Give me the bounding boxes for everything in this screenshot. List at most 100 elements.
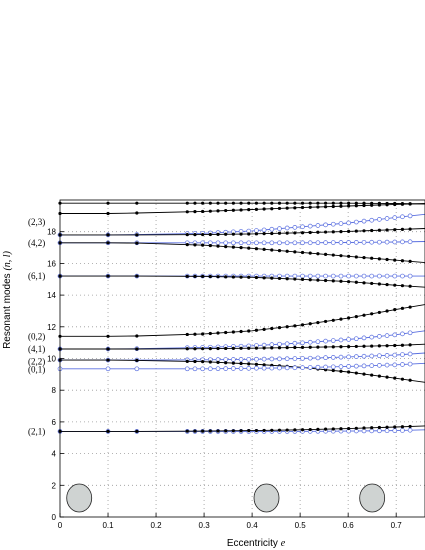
- data-point: [216, 429, 220, 433]
- data-point: [347, 345, 351, 349]
- data-point: [300, 365, 305, 370]
- data-point: [323, 364, 328, 370]
- y-tick-label: 16: [47, 259, 56, 268]
- data-point: [216, 201, 220, 205]
- data-point: [135, 429, 139, 434]
- data-point: [200, 366, 205, 372]
- data-point: [408, 305, 412, 309]
- data-point: [201, 243, 205, 247]
- data-point: [262, 247, 266, 251]
- data-point: [369, 334, 375, 340]
- data-point: [393, 308, 397, 312]
- data-point: [407, 351, 413, 357]
- data-point: [193, 232, 197, 237]
- mode-label: (0,2): [28, 331, 45, 341]
- data-point: [216, 244, 220, 248]
- data-point: [262, 363, 266, 367]
- data-point: [247, 201, 251, 205]
- data-point: [323, 319, 328, 324]
- data-point: [331, 204, 335, 209]
- data-point: [270, 207, 274, 211]
- data-point: [392, 428, 398, 433]
- data-point: [400, 428, 405, 433]
- data-point: [362, 229, 366, 233]
- data-point: [361, 273, 367, 279]
- data-point: [384, 333, 390, 338]
- data-point: [277, 240, 282, 246]
- data-point: [216, 331, 220, 335]
- data-point: [269, 226, 275, 232]
- data-point: [316, 230, 320, 234]
- data-point: [400, 214, 405, 220]
- data-point: [270, 231, 274, 236]
- data-point: [277, 365, 282, 371]
- data-point: [277, 341, 282, 347]
- data-point: [407, 361, 413, 367]
- data-point: [292, 365, 298, 371]
- data-point: [346, 220, 351, 226]
- data-point: [277, 201, 282, 205]
- data-point: [369, 428, 375, 434]
- data-point: [292, 356, 298, 361]
- mode-label: (2,2): [28, 357, 45, 367]
- data-point: [285, 206, 289, 210]
- data-point: [261, 365, 267, 371]
- data-point: [393, 258, 397, 262]
- data-point: [308, 201, 312, 205]
- data-point: [362, 281, 366, 285]
- data-point: [247, 429, 251, 433]
- data-point: [393, 376, 397, 380]
- data-point: [316, 201, 320, 205]
- data-point: [262, 346, 266, 350]
- data-point: [239, 361, 243, 366]
- data-point: [384, 362, 390, 368]
- data-point: [208, 243, 212, 248]
- data-point: [300, 323, 305, 327]
- data-point: [239, 201, 243, 205]
- data-point: [292, 225, 298, 230]
- data-point: [362, 255, 366, 260]
- data-point: [277, 249, 282, 253]
- data-point: [407, 427, 413, 433]
- data-point: [362, 203, 366, 208]
- data-point: [277, 356, 282, 362]
- data-point: [353, 219, 359, 225]
- data-point: [185, 429, 189, 433]
- data-point: [377, 374, 381, 378]
- data-point: [231, 366, 236, 371]
- data-point: [400, 352, 405, 357]
- data-point: [231, 275, 235, 279]
- data-point: [339, 201, 343, 205]
- data-point: [254, 275, 259, 280]
- data-point: [377, 425, 381, 430]
- data-point: [208, 232, 212, 237]
- data-point: [224, 232, 228, 236]
- data-point: [308, 230, 312, 235]
- data-point: [377, 273, 382, 279]
- data-point: [293, 277, 297, 281]
- data-point: [377, 257, 381, 261]
- data-point: [201, 274, 205, 278]
- data-point: [300, 356, 305, 361]
- cross-section-ellipse: [66, 483, 93, 513]
- data-point: [369, 239, 375, 245]
- data-point: [261, 240, 267, 246]
- data-point: [393, 202, 397, 207]
- data-point: [285, 277, 289, 281]
- data-point: [277, 206, 282, 211]
- data-point: [106, 211, 110, 216]
- data-point: [215, 366, 221, 372]
- data-point: [377, 363, 382, 368]
- data-point: [353, 273, 359, 279]
- data-point: [185, 347, 189, 351]
- data-point: [293, 201, 297, 205]
- y-tick-label: 8: [52, 386, 57, 395]
- data-point: [285, 346, 289, 350]
- data-point: [316, 252, 320, 256]
- data-point: [330, 355, 336, 360]
- data-point: [369, 273, 375, 279]
- data-point: [400, 306, 405, 310]
- data-point: [300, 224, 305, 230]
- data-point: [261, 227, 267, 233]
- data-point: [207, 366, 213, 372]
